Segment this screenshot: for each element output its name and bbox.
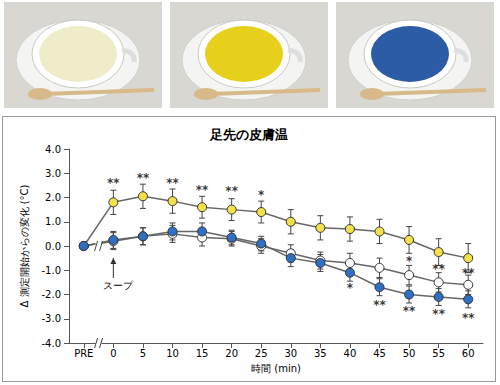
svg-text:30: 30 — [284, 348, 297, 359]
svg-text:-2.0: -2.0 — [41, 289, 61, 300]
svg-text:*: * — [406, 254, 413, 268]
svg-text:-1.0: -1.0 — [41, 265, 61, 276]
svg-text:**: ** — [462, 311, 475, 325]
svg-text:**: ** — [166, 176, 179, 190]
svg-text:35: 35 — [314, 348, 327, 359]
svg-text:20: 20 — [225, 348, 238, 359]
svg-text:スープ: スープ — [103, 280, 134, 291]
svg-text:5: 5 — [140, 348, 146, 359]
svg-text:0: 0 — [110, 348, 116, 359]
svg-text:PRE: PRE — [74, 348, 93, 359]
svg-text:**: ** — [107, 176, 120, 190]
svg-text:**: ** — [462, 266, 475, 280]
svg-text:**: ** — [373, 298, 386, 312]
svg-text:-3.0: -3.0 — [41, 313, 61, 324]
svg-text:15: 15 — [196, 348, 209, 359]
svg-text:25: 25 — [255, 348, 268, 359]
svg-text:0.0: 0.0 — [45, 241, 61, 252]
svg-text:10: 10 — [166, 348, 179, 359]
svg-text:*: * — [347, 281, 354, 295]
svg-text:Δ 測定開始からの変化 (°C): Δ 測定開始からの変化 (°C) — [19, 184, 30, 307]
svg-text:-4.0: -4.0 — [41, 338, 61, 349]
svg-text:時間 (min): 時間 (min) — [251, 363, 301, 374]
svg-text:**: ** — [403, 304, 416, 318]
svg-text:4.0: 4.0 — [45, 144, 61, 155]
svg-text:**: ** — [432, 307, 445, 321]
svg-text:**: ** — [196, 183, 209, 197]
svg-text:40: 40 — [344, 348, 357, 359]
svg-text:**: ** — [137, 171, 150, 185]
svg-text:2.0: 2.0 — [45, 192, 61, 203]
svg-text:足先の皮膚温: 足先の皮膚温 — [209, 127, 288, 142]
svg-text:3.0: 3.0 — [45, 168, 61, 179]
svg-text:50: 50 — [403, 348, 416, 359]
svg-text:45: 45 — [373, 348, 386, 359]
svg-text:55: 55 — [432, 348, 445, 359]
svg-text:1.0: 1.0 — [45, 216, 61, 227]
svg-text:60: 60 — [462, 348, 475, 359]
svg-text:*: * — [258, 188, 265, 202]
svg-text:**: ** — [225, 184, 238, 198]
svg-text:**: ** — [432, 262, 445, 276]
